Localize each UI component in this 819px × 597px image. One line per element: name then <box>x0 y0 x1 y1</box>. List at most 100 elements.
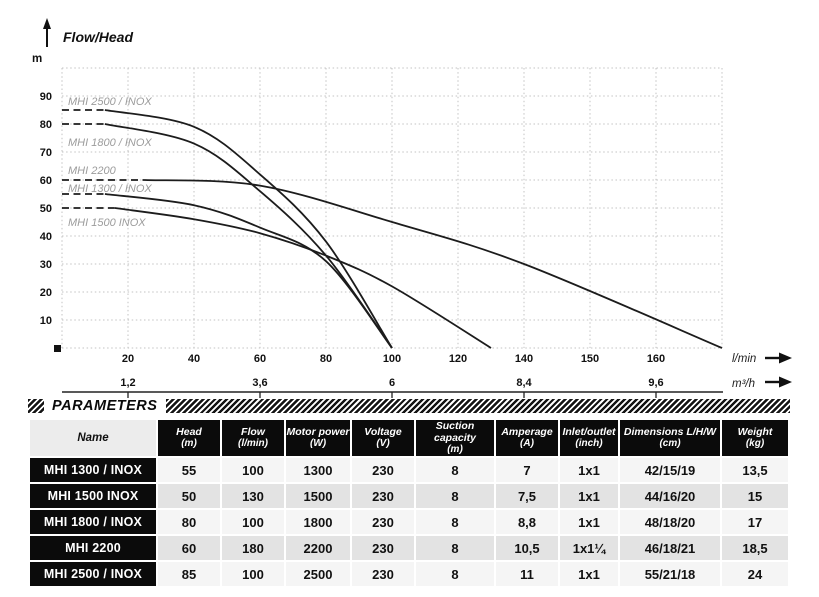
table-cell: 8 <box>416 562 494 586</box>
table-row: MHI 1300 / INOX 55 100 1300 230 8 7 1x1 42/15/19… <box>30 458 788 482</box>
x-tick-label: 80 <box>320 353 332 365</box>
parameters-title-band: PARAMETERS <box>28 399 790 413</box>
grid <box>61 67 723 349</box>
column-header-flow: Flow (l/min) <box>222 420 284 456</box>
flow-head-chart: Flow/Head m 10 20 30 40 50 60 70 80 90 MHI 2500 / I… <box>32 18 792 398</box>
table-cell: 10,5 <box>496 536 558 560</box>
row-name-cell: MHI 1800 / INOX <box>30 510 156 534</box>
table-cell: 8 <box>416 458 494 482</box>
table-cell: 44/16/20 <box>620 484 720 508</box>
curve-mhi-2500-inox <box>104 109 393 349</box>
curve-mhi-1300-inox <box>104 193 393 349</box>
table-cell: 1x1 <box>560 484 618 508</box>
column-header-amperage: Amperage (A) <box>496 420 558 456</box>
table-cell: 7 <box>496 458 558 482</box>
table-cell: 48/18/20 <box>620 510 720 534</box>
parameters-title: PARAMETERS <box>51 399 167 413</box>
x-tick-label: 100 <box>383 353 401 365</box>
x-tick-label: 20 <box>122 353 134 365</box>
table-cell: 1x1¼ <box>560 536 618 560</box>
curve-label-mhi-2200: MHI 2200 <box>68 165 117 177</box>
table-cell: 8 <box>416 510 494 534</box>
x-tick-label: 150 <box>581 353 599 365</box>
table-cell: 46/18/21 <box>620 536 720 560</box>
curve-mhi-1500-inox <box>114 207 492 349</box>
row-name-cell: MHI 2500 / INOX <box>30 562 156 586</box>
curve-mhi-2200 <box>144 179 723 349</box>
table-row: MHI 1800 / INOX 80 100 1800 230 8 8,8 1x1 48/18/… <box>30 510 788 534</box>
table-cell: 1500 <box>286 484 350 508</box>
table-cell: 50 <box>158 484 220 508</box>
x-tick-label: 40 <box>188 353 200 365</box>
column-header-motor-power: Motor power (W) <box>286 420 350 456</box>
table-cell: 8 <box>416 484 494 508</box>
table-cell: 11 <box>496 562 558 586</box>
table-row: MHI 2500 / INOX 85 100 2500 230 8 11 1x1 55/21/1… <box>30 562 788 586</box>
table-cell: 1800 <box>286 510 350 534</box>
table-cell: 55 <box>158 458 220 482</box>
table-cell: 8 <box>416 536 494 560</box>
table-cell: 1x1 <box>560 458 618 482</box>
origin-marker <box>54 345 61 352</box>
x-tick-label: 160 <box>647 353 665 365</box>
up-arrow-icon <box>43 18 51 47</box>
table-cell: 13,5 <box>722 458 788 482</box>
column-header-suction-capacity: Suction capacity (m) <box>416 420 494 456</box>
y-tick-label: 60 <box>40 175 52 187</box>
table-cell: 15 <box>722 484 788 508</box>
y-tick-label: 70 <box>40 147 52 159</box>
table-cell: 1x1 <box>560 510 618 534</box>
table-cell: 18,5 <box>722 536 788 560</box>
table-cell: 80 <box>158 510 220 534</box>
table-row: MHI 2200 60 180 2200 230 8 10,5 1x1¼ 46/18/21 18,… <box>30 536 788 560</box>
x2-tick-label: 9,6 <box>648 377 663 389</box>
table-cell: 230 <box>352 458 414 482</box>
row-name-cell: MHI 1500 INOX <box>30 484 156 508</box>
table-cell: 60 <box>158 536 220 560</box>
y-tick-label: 50 <box>40 203 52 215</box>
table-cell: 100 <box>222 510 284 534</box>
table-cell: 130 <box>222 484 284 508</box>
y-tick-label: 40 <box>40 231 52 243</box>
x-tick-label: 120 <box>449 353 467 365</box>
table-cell: 230 <box>352 562 414 586</box>
table-cell: 100 <box>222 562 284 586</box>
x-tick-label: 60 <box>254 353 266 365</box>
x2-tick-label: 3,6 <box>252 377 267 389</box>
parameters-section: PARAMETERS Name Head (m) Flow (l/min) Motor p… <box>28 399 790 588</box>
table-cell: 7,5 <box>496 484 558 508</box>
y-tick-label: 80 <box>40 119 52 131</box>
right-arrow-icon <box>765 376 792 388</box>
table-cell: 230 <box>352 510 414 534</box>
y-tick-label: 30 <box>40 259 52 271</box>
table-cell: 85 <box>158 562 220 586</box>
table-cell: 230 <box>352 536 414 560</box>
table-cell: 8,8 <box>496 510 558 534</box>
flow-axis-unit-label: l/min <box>732 353 756 365</box>
column-header-inlet-outlet: Inlet/outlet (inch) <box>560 420 618 456</box>
column-header-voltage: Voltage (V) <box>352 420 414 456</box>
y-tick-label: 90 <box>40 91 52 103</box>
column-header-dimensions-l-h-w: Dimensions L/H/W (cm) <box>620 420 720 456</box>
hatch-band <box>166 399 790 413</box>
parameters-table: Name Head (m) Flow (l/min) Motor power (W) Volt… <box>28 418 790 588</box>
table-cell: 100 <box>222 458 284 482</box>
row-name-cell: MHI 2200 <box>30 536 156 560</box>
hatch-square <box>28 399 44 413</box>
y-unit-label: m <box>32 53 42 65</box>
curve-label-mhi-1300-inox: MHI 1300 / INOX <box>68 183 152 195</box>
table-row: MHI 1500 INOX 50 130 1500 230 8 7,5 1x1 44/16/20… <box>30 484 788 508</box>
column-header-weight: Weight (kg) <box>722 420 788 456</box>
table-cell: 230 <box>352 484 414 508</box>
column-header-name: Name <box>30 420 156 456</box>
curve-label-mhi-2500-inox: MHI 2500 / INOX <box>68 96 152 108</box>
table-header-row: Name Head (m) Flow (l/min) Motor power (W) Volt… <box>30 420 788 456</box>
row-name-cell: MHI 1300 / INOX <box>30 458 156 482</box>
x-tick-label: 140 <box>515 353 533 365</box>
table-cell: 42/15/19 <box>620 458 720 482</box>
table-cell: 24 <box>722 562 788 586</box>
y-tick-label: 10 <box>40 315 52 327</box>
curve-mhi-1800-inox <box>104 123 393 349</box>
table-cell: 1x1 <box>560 562 618 586</box>
